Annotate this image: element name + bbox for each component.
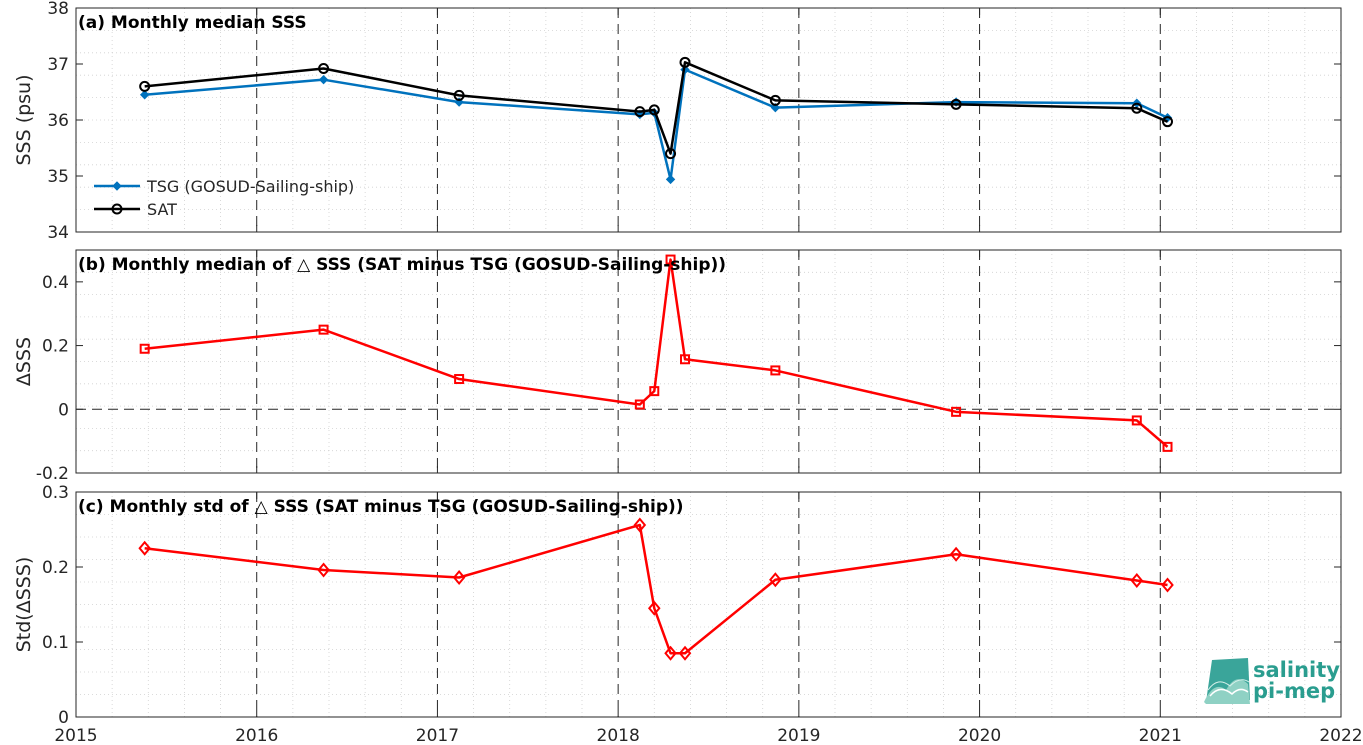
panel-a-series-1-point [318,62,330,74]
panel-b-frame [75,249,1342,474]
salinity-pi-mep-logo: salinity pi-mep [1204,658,1340,704]
x-tick-label: 2015 [54,726,97,745]
panel-b-series-0-point [318,324,329,335]
panel-b-series-0-point [634,399,645,410]
panel-a-series-0-point [770,102,781,113]
y-tick-label: 0.3 [42,483,69,503]
panel-b-series-0-point [649,386,660,397]
panel-a-series-0-point [139,90,150,100]
x-tick-label: 2019 [777,726,820,745]
y-tick-label: 0 [58,400,69,420]
panel-b-series-0-point [1131,415,1142,426]
panel-a-title: (a) Monthly median SSS [78,13,307,33]
panel-c-series-0-point [452,569,466,586]
panel-b-series-0-line [144,258,1169,448]
y-tick-label: 0.4 [42,273,69,293]
panel-a-series-0-point [665,174,676,185]
y-tick-label: 0.1 [42,633,69,653]
panel-a-series-0-line [144,68,1169,181]
x-axis-ticks: 2015 2016 2017 2018 2019 2020 2021 2022 [54,726,1362,745]
x-tick-label: 2017 [416,726,459,745]
legend: TSG (GOSUD-Sailing-ship) SAT [94,177,354,219]
panel-a-series-1-line [144,61,1169,155]
panel-a-series-1-point [1131,102,1143,114]
panel-a-series-1-point [679,56,691,68]
panel-c-series-0-point [769,572,782,588]
y-tick-label: 38 [47,0,69,19]
panel-b-title: (b) Monthly median of △ SSS (SAT minus T… [78,255,726,275]
y-tick-label: 0.2 [42,558,69,578]
panel-b-series-0-point [665,254,676,265]
panel-a-series-1-point [453,89,465,101]
y-tick-label: 34 [47,223,69,243]
panel-b-series-0-point [454,374,465,385]
y-tick-label: 0 [58,708,69,728]
panel-c-frame [75,491,1342,718]
panel-a-series-1-point [1162,116,1174,128]
y-tick-label: 36 [47,111,69,131]
panel-b-series-0-point [139,343,150,354]
panel-b-delta-sss: -0.2 0 0.2 0.4 ΔSSS (b) Monthly median of △ S… [13,249,1342,484]
panel-c-series-0-point [633,517,647,533]
panel-a-series-0-point [318,74,329,85]
legend-label-0: TSG (GOSUD-Sailing-ship) [146,177,354,196]
panel-c-std-delta-sss: 0 0.1 0.2 0.3 Std(ΔSSS) (c) Monthly std of △ … [13,483,1342,728]
y-tick-label: 37 [47,55,69,75]
panel-b-series-0-point [951,406,962,417]
x-tick-label: 2021 [1139,726,1182,745]
panel-a-series-0 [139,64,1173,185]
logo-line-pi-mep: pi-mep [1253,679,1335,703]
logo-line-salinity: salinity [1253,658,1340,682]
legend-marker [111,203,123,215]
x-tick-label: 2020 [958,726,1001,745]
panel-c-series-0-point [138,540,151,556]
panel-a-monthly-median-sss: 34 35 36 37 38 SSS (psu) (a) Monthly median SS… [13,0,1342,243]
panel-c-series-0 [138,517,1174,661]
panel-c-series-0-point [1130,572,1144,589]
panel-a-series-1 [139,56,1174,160]
panel-a-series-1-point [648,104,660,116]
panel-b-series-0-point [1162,441,1173,452]
panel-a-series-1-point [634,106,646,118]
panel-a-y-axis-label: SSS (psu) [13,74,35,165]
x-tick-label: 2016 [235,726,278,745]
panel-b-series-0-point [770,365,781,376]
panel-a-series-1-point [665,148,677,160]
x-tick-label: 2018 [597,726,640,745]
panel-c-grid [76,492,1341,717]
panel-b-series-0 [139,254,1173,452]
y-tick-label: 0.2 [42,337,69,357]
x-tick-label: 2022 [1319,726,1362,745]
panel-c-title: (c) Monthly std of △ SSS (SAT minus TSG … [78,497,684,517]
panel-c-series-0-point [664,645,677,661]
panel-a-series-1-point [139,80,151,92]
panel-a-grid [76,8,1341,232]
panel-b-y-axis-label: ΔSSS [13,337,35,386]
y-tick-label: -0.2 [36,464,69,484]
panel-c-series-0-point [647,600,661,616]
panel-c-y-axis-label: Std(ΔSSS) [13,557,35,653]
panel-a-series-1-point [950,98,962,110]
panel-a-series-1-point [769,94,781,106]
panel-c-series-0-point [949,546,963,562]
panel-c-series-0-point [317,562,330,578]
logo-wave-graphic [1204,658,1250,704]
panel-c-series-0-point [678,645,692,661]
panel-b-series-0-point [680,354,691,365]
y-tick-label: 35 [47,167,69,187]
legend-label-1: SAT [147,200,177,219]
legend-marker [112,181,122,191]
panel-c-series-0-point [1161,577,1174,593]
panel-c-series-0-line [144,523,1168,655]
